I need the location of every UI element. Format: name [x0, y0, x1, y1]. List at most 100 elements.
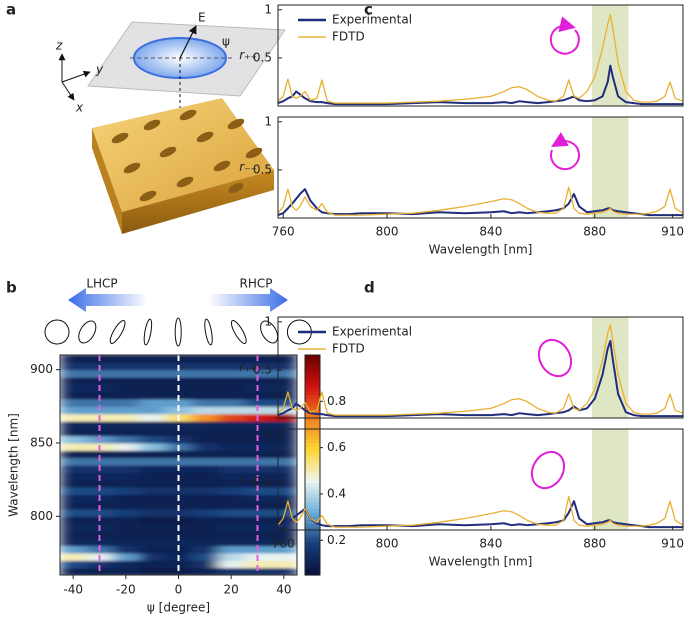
heatmap-cell [218, 435, 245, 444]
colorbar-step [305, 454, 320, 459]
x-tick-label: 840 [479, 537, 502, 551]
colorbar-step [305, 479, 320, 484]
heatmap-cell [139, 531, 166, 539]
heatmap-cell [60, 443, 87, 451]
heatmap-cell [165, 399, 193, 407]
heatmap-cell [112, 428, 140, 437]
heatmap-cell [165, 538, 193, 547]
heatmap-cell [191, 545, 219, 554]
heatmap-cell [218, 428, 245, 437]
y-axis-label: r₋₋ [239, 160, 257, 174]
heatmap-cell [218, 384, 245, 393]
heatmap-cell [218, 531, 245, 539]
heatmap-cell [218, 369, 245, 378]
annotation: RHCP [240, 277, 273, 291]
heatmap-cell [139, 472, 166, 481]
heatmap-cell [86, 538, 114, 547]
heatmap-cell [112, 567, 140, 575]
heatmap-cell [165, 531, 193, 539]
heatmap-cell [218, 421, 245, 429]
heatmap-cell [112, 509, 140, 517]
annotation: E [198, 11, 206, 25]
heatmap-cell [270, 516, 297, 525]
y-axis-label: r₋₋ [239, 472, 257, 486]
heatmap-cell [60, 384, 87, 393]
heatmap-cell [60, 355, 87, 363]
heatmap-cell [270, 377, 297, 385]
y-tick-label: 1 [264, 426, 272, 440]
colorbar-step [305, 369, 320, 374]
polarization-icon [260, 320, 279, 344]
heatmap-cell [244, 421, 272, 429]
heatmap-cell [191, 567, 219, 575]
x-tick-label: 880 [583, 537, 606, 551]
heatmap-cell [60, 531, 87, 539]
heatmap-cell [191, 479, 219, 488]
heatmap-cell [218, 501, 245, 510]
heatmap-cell [139, 538, 166, 547]
heatmap-cell [60, 391, 87, 400]
heatmap-cell [139, 421, 166, 429]
heatmap-cell [165, 560, 193, 569]
heatmap-cell [86, 421, 114, 429]
colorbar-step [305, 571, 320, 576]
heatmap-cell [86, 567, 114, 575]
heatmap-cell [60, 487, 87, 495]
heatmap-cell [244, 567, 272, 575]
colorbar-step [305, 373, 320, 378]
heatmap-cell [139, 428, 166, 437]
heatmap-cell [139, 516, 166, 525]
heatmap-cell [270, 501, 297, 510]
heatmap-cell [112, 457, 140, 466]
heatmap-cell [270, 494, 297, 503]
heatmap-cell [191, 369, 219, 378]
line [277, 188, 683, 217]
x-tick-label: 0 [175, 583, 183, 597]
heatmap-cell [191, 355, 219, 363]
heatmap-cell [191, 428, 219, 437]
heatmap-cell [60, 457, 87, 466]
heatmap-cell [86, 450, 114, 459]
colorbar-step [305, 450, 320, 455]
heatmap-cell [191, 553, 219, 561]
heatmap-cell [112, 465, 140, 473]
heatmap-cell [218, 553, 245, 561]
heatmap-cell [270, 443, 297, 451]
heatmap-cell [218, 399, 245, 407]
colorbar-step [305, 465, 320, 470]
heatmap-cell [191, 435, 219, 444]
annotation: ψ [222, 35, 230, 49]
heatmap-cell [112, 560, 140, 569]
polarization-icon [143, 318, 153, 346]
heatmap-cell [270, 567, 297, 575]
heatmap-cell [270, 545, 297, 554]
heatmap-cell [191, 384, 219, 393]
colorbar-step [305, 549, 320, 554]
colorbar-step [305, 446, 320, 451]
colorbar-step [305, 457, 320, 462]
heatmap-cell [218, 391, 245, 400]
heatmap-cell [165, 479, 193, 488]
heatmap-cell [139, 501, 166, 510]
colorbar-step [305, 417, 320, 422]
panel-label: d [364, 279, 375, 297]
colorbar-step [305, 362, 320, 367]
x-tick-label: 910 [661, 537, 684, 551]
polarization-icon [44, 319, 70, 345]
panel-label: b [6, 279, 17, 297]
heatmap-cell [191, 501, 219, 510]
colorbar-step [305, 487, 320, 492]
polarization-icon [204, 318, 213, 346]
heatmap-cell [60, 509, 87, 517]
polarization-icon [230, 320, 247, 344]
heatmap-cell [139, 494, 166, 503]
x-tick-label: 760 [272, 225, 295, 239]
heatmap-cell [112, 362, 140, 371]
colorbar-step [305, 523, 320, 528]
heatmap-cell [191, 377, 219, 385]
heatmap-cell [191, 509, 219, 517]
heatmap-cell [191, 450, 219, 459]
shaded-region [592, 5, 629, 106]
x-tick-label: 800 [376, 225, 399, 239]
heatmap-cell [60, 377, 87, 385]
